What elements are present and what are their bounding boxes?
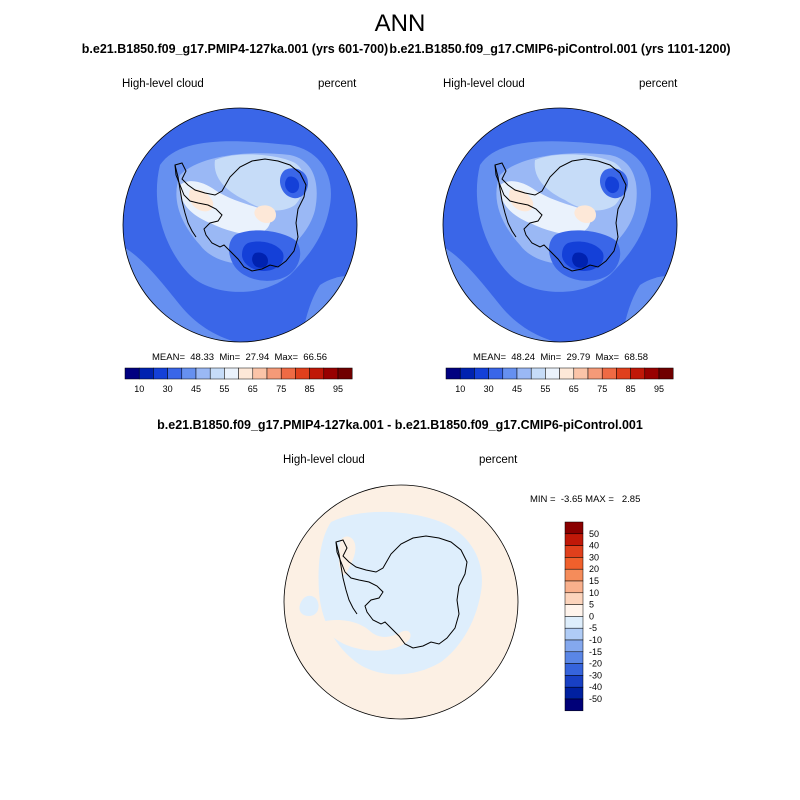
- panel3-colorbar-tick-label: -30: [589, 670, 602, 680]
- panel2-colorbar-tick-label: 45: [512, 384, 522, 394]
- panel3-colorbar-tick-label: 40: [589, 541, 599, 551]
- panel3-polar-map: [283, 484, 519, 720]
- panel3-colorbar-tick-label: -15: [589, 647, 602, 657]
- panel1-colorbar-box: [323, 367, 339, 380]
- panel1-colorbar-tick-label: 65: [248, 384, 258, 394]
- panel3-stats: MIN = -3.65 MAX = 2.85: [530, 494, 641, 505]
- panel3-colorbar-box: [564, 604, 584, 617]
- panel1-colorbar-tick-label: 55: [219, 384, 229, 394]
- panel1-colorbar-box: [280, 367, 296, 380]
- panel2-colorbar-box: [601, 367, 617, 380]
- panel1-title: b.e21.B1850.f09_g17.PMIP4-127ka.001 (yrs…: [81, 42, 389, 56]
- panel1-colorbar-box: [309, 367, 325, 380]
- panel1-colorbar-tick-label: 85: [305, 384, 315, 394]
- panel3-colorbar-box: [564, 616, 584, 629]
- panel3-colorbar-tick-label: 50: [589, 529, 599, 539]
- panel3-colorbar-box: [564, 663, 584, 676]
- panel3-colorbar-tick-label: -10: [589, 635, 602, 645]
- panel2-colorbar-tick-label: 65: [569, 384, 579, 394]
- panel1-colorbar-box: [209, 367, 225, 380]
- panel2-colorbar-box: [559, 367, 575, 380]
- panel2-colorbar-box: [516, 367, 532, 380]
- panel3-colorbar-box: [564, 675, 584, 688]
- panel1-colorbar-tick-label: 95: [333, 384, 343, 394]
- panel2-colorbar-tick-label: 85: [626, 384, 636, 394]
- panel2-stats: MEAN= 48.24 Min= 29.79 Max= 68.58: [473, 352, 649, 363]
- panel2-polar-map: [442, 107, 678, 343]
- panel2-colorbar-box: [488, 367, 504, 380]
- panel3-colorbar-tick-label: -20: [589, 659, 602, 669]
- panel1-colorbar-box: [252, 367, 268, 380]
- panel1-units-label: percent: [318, 78, 357, 90]
- panel2-colorbar-tick-label: 10: [455, 384, 465, 394]
- panel3-colorbar-box: [564, 592, 584, 605]
- panel2-colorbar-box: [530, 367, 546, 380]
- panel2-title: b.e21.B1850.f09_g17.CMIP6-piControl.001 …: [389, 42, 731, 56]
- panel1-colorbar-tick-label: 10: [134, 384, 144, 394]
- panel3-colorbar-tick-label: 0: [589, 611, 594, 621]
- panel3-colorbar-box: [564, 698, 584, 712]
- panel3-colorbar-tick-label: 30: [589, 552, 599, 562]
- panel1-colorbar-box: [224, 367, 239, 380]
- panel2-colorbar: 10 30 45 55 65 75 85 95: [445, 367, 674, 394]
- panel3-colorbar-tick-label: -40: [589, 682, 602, 692]
- panel1-polar-map: [122, 107, 358, 343]
- panel1-colorbar-tick-label: 30: [163, 384, 173, 394]
- panel3-colorbar-tick-label: -50: [589, 694, 602, 704]
- panel2-colorbar-box: [630, 367, 646, 380]
- panel1-colorbar: 10 30 45 55 65 75 85 95: [124, 367, 353, 394]
- panel1-colorbar-box: [195, 367, 211, 380]
- panel2-colorbar-tick-label: 30: [484, 384, 494, 394]
- panel1-colorbar-box: [181, 367, 197, 380]
- panel3-colorbar-tick-label: 10: [589, 588, 599, 598]
- figure-title: ANN: [374, 10, 426, 37]
- panel2-colorbar-box: [474, 367, 489, 380]
- panel1-colorbar-box: [124, 367, 140, 380]
- panel2-colorbar-box: [459, 367, 475, 380]
- panel3-variable-label: High-level cloud: [283, 454, 365, 466]
- panel3-title: b.e21.B1850.f09_g17.PMIP4-127ka.001 - b.…: [157, 418, 643, 432]
- panel2-colorbar-box: [587, 367, 603, 380]
- panel1-colorbar-tick-label: 45: [191, 384, 201, 394]
- panel2-variable-label: High-level cloud: [443, 78, 525, 90]
- panel1-colorbar-box: [337, 367, 353, 380]
- panel3-colorbar-box: [564, 639, 584, 653]
- panel3-colorbar-box: [564, 521, 584, 535]
- panel3-colorbar-box: [564, 557, 584, 570]
- panel1-variable-label: High-level cloud: [122, 78, 204, 90]
- panel1-colorbar-box: [153, 367, 168, 380]
- panel2-colorbar-box: [445, 367, 461, 380]
- panel3-colorbar-box: [564, 568, 584, 582]
- panel1-colorbar-box: [167, 367, 183, 380]
- panel3-units-label: percent: [479, 454, 518, 466]
- panel3-colorbar-box: [564, 686, 584, 700]
- panel2-colorbar-tick-label: 75: [597, 384, 607, 394]
- panel1-colorbar-box: [295, 367, 310, 380]
- panel2-colorbar-tick-label: 95: [654, 384, 664, 394]
- panel3-colorbar-tick-label: 20: [589, 564, 599, 574]
- panel3-colorbar-box: [564, 580, 584, 594]
- panel2-colorbar-box: [573, 367, 589, 380]
- panel2-colorbar-box: [616, 367, 631, 380]
- panel2-colorbar-box: [502, 367, 518, 380]
- panel3-colorbar-box: [564, 627, 584, 641]
- panel3-colorbar-tick-label: 15: [589, 576, 599, 586]
- panel3-colorbar-box: [564, 533, 584, 546]
- panel3-colorbar-box: [564, 545, 584, 558]
- panel1-colorbar-box: [138, 367, 154, 380]
- panel1-colorbar-tick-label: 75: [276, 384, 286, 394]
- panel2-colorbar-box: [644, 367, 660, 380]
- panel1-colorbar-box: [238, 367, 254, 380]
- panel3-colorbar-tick-label: 5: [589, 600, 594, 610]
- panel1-stats: MEAN= 48.33 Min= 27.94 Max= 66.56: [152, 352, 328, 363]
- panel2-colorbar-tick-label: 55: [540, 384, 550, 394]
- panel2-colorbar-box: [658, 367, 674, 380]
- panel3-colorbar-tick-label: -5: [589, 623, 597, 633]
- panel3-colorbar-box: [564, 651, 584, 664]
- panel2-colorbar-box: [545, 367, 560, 380]
- panel2-units-label: percent: [639, 78, 678, 90]
- panel1-colorbar-box: [266, 367, 282, 380]
